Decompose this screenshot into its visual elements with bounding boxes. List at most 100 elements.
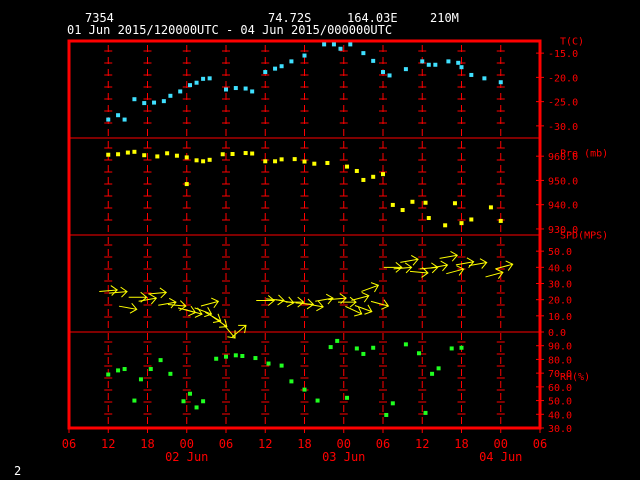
humidity-point [201,399,206,404]
pressure-point [184,155,189,160]
x-tick-label: 00 [494,437,508,451]
temperature-point [250,89,255,94]
humidity-point [240,354,245,358]
wind-arrow [400,254,419,266]
pressure-point [361,177,366,182]
wind-arrow [315,293,334,305]
temperature-point [331,42,336,47]
x-tick-label: 06 [62,437,76,451]
y-tick-label: -15.0 [548,49,578,60]
pressure-point [201,159,206,164]
humidity-point [403,342,408,347]
y-tick-label: 30.0 [548,424,572,435]
temperature-point [456,60,461,65]
temperature-point [348,42,353,47]
temperature-point [207,76,212,81]
wind-arrow [485,268,504,279]
y-tick-label: 30.0 [548,280,572,291]
panel-label: SPD(MPS) [560,231,608,242]
day-label: 02 Jun [165,450,208,464]
y-tick-label: -25.0 [548,98,578,109]
humidity-point [194,405,199,410]
humidity-point [233,353,238,358]
temperature-point [482,76,487,81]
humidity-point [224,354,228,359]
humidity-point [181,399,186,404]
x-tick-label: 06 [376,437,390,451]
station-lon: 164.03E [347,11,398,25]
pressure-point [155,154,160,159]
temperature-point [387,73,392,78]
temperature-point [361,51,366,56]
humidity-point [423,410,428,415]
humidity-point [158,358,163,363]
temperature-point [178,89,183,94]
pressure-point [325,160,330,165]
pressure-point [184,182,189,187]
pressure-point [165,151,170,156]
temperature-point [122,117,127,122]
temperature-point [469,72,474,77]
time-range: 01 Jun 2015/120000UTC - 04 Jun 2015/0000… [67,23,393,37]
humidity-point [188,391,193,396]
temperature-point [201,76,206,81]
x-tick-label: 12 [101,437,115,451]
temperature-point [224,87,228,92]
x-tick-label: 12 [258,437,272,451]
pressure-point [116,152,121,157]
humidity-point [132,398,137,403]
pressure-point [263,159,268,164]
humidity-point [361,351,366,356]
wind-arrow [383,261,403,273]
x-tick-label: 18 [454,437,468,451]
x-tick-label: 00 [180,437,194,451]
y-tick-label: 60.0 [548,383,572,394]
humidity-point [253,356,258,361]
x-tick-label: 12 [415,437,429,451]
temperature-point [338,46,343,51]
y-tick-label: -20.0 [548,73,578,84]
y-tick-label: 50.0 [548,397,572,408]
pressure-point [423,200,428,205]
station-elev: 210M [430,11,459,25]
wind-arrow [256,295,276,306]
temperature-point [132,97,137,102]
y-tick-label: 80.0 [548,355,572,366]
wind-arrow [148,287,168,299]
pressure-point [312,161,317,166]
pressure-point [459,221,464,226]
humidity-point [449,346,454,351]
y-tick-label: 50.0 [548,247,572,258]
pressure-point [174,153,179,158]
humidity-point [430,371,435,376]
wind-arrow [455,257,475,269]
humidity-point [390,401,395,406]
wind-arrow [275,296,295,308]
temperature-point [188,83,193,88]
temperature-point [263,70,268,75]
pressure-point [106,152,111,157]
wind-arrow [231,324,247,338]
y-tick-label: 940.0 [548,201,578,212]
pressure-point [250,151,255,156]
wind-arrow [138,293,158,305]
humidity-point [345,395,350,400]
wind-arrow [495,260,514,271]
x-tick-label: 18 [140,437,154,451]
humidity-point [328,345,333,350]
temperature-point [161,99,166,104]
temperature-point [420,59,425,64]
temperature-point [116,113,121,118]
page-number: 2 [14,464,22,478]
temperature-point [194,80,199,85]
wind-arrow [194,307,213,318]
pressure-point [292,157,297,162]
y-tick-label: -30.0 [548,122,578,133]
pressure-point [243,151,248,156]
humidity-point [106,372,111,377]
humidity-point [335,338,340,343]
humidity-point [416,351,421,356]
x-tick-label: 00 [337,437,351,451]
wind-arrow [109,286,128,298]
humidity-point [302,387,307,392]
